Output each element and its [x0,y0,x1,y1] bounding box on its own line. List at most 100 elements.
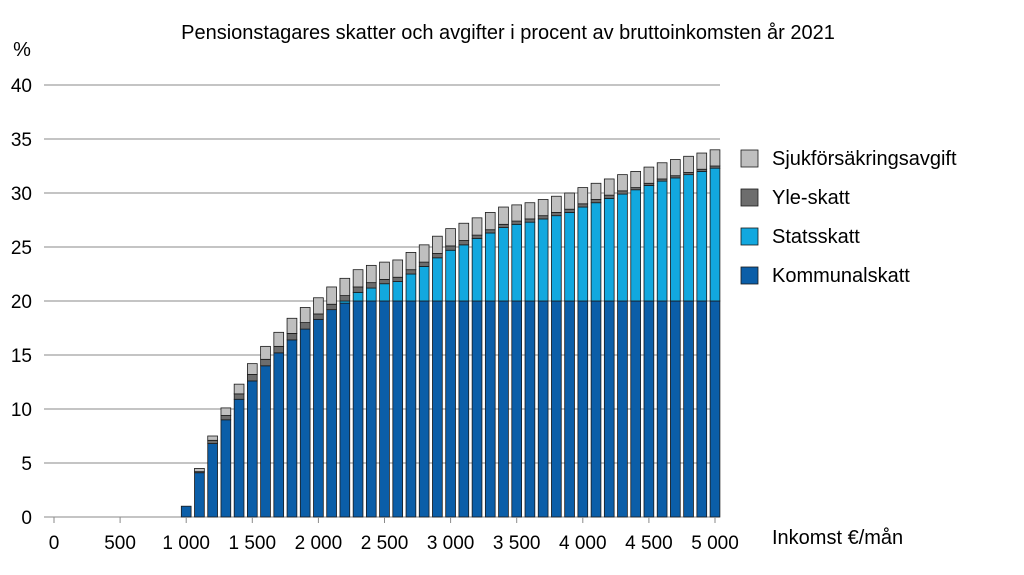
bar-segment-yle-skatt [405,269,417,275]
bar-segment-sjukförsäkringsavgift [537,199,549,217]
bar-segment-kommunalskatt [498,300,509,518]
bar-segment-statsskatt [577,206,589,302]
bar-segment-statsskatt [432,257,443,302]
bar-segment-statsskatt [590,202,602,302]
bar-segment-yle-skatt [339,295,351,302]
bar-segment-sjukförsäkringsavgift [683,155,694,173]
x-tick-label: 3 500 [493,533,541,554]
bar-segment-sjukförsäkringsavgift [207,435,218,441]
x-tick-label: 1 500 [229,533,277,554]
bar-segment-statsskatt [418,266,430,302]
bar-segment-kommunalskatt [683,300,694,518]
bar-segment-statsskatt [365,287,377,302]
x-tick-label: 3 000 [427,533,475,554]
bar-segment-kommunalskatt [617,300,628,518]
tick-labels: 0 5 10 15 20 25 30 35 40 0 500 1 000 1 500 2 000 2 500… [11,76,739,554]
bar-segment-sjukförsäkringsavgift [630,170,641,188]
bar-segment-sjukförsäkringsavgift [339,277,351,297]
y-tick-label: 10 [11,400,32,421]
bar-segment-kommunalskatt [313,318,324,518]
bar-segment-kommunalskatt [537,300,549,518]
bar-segment-yle-skatt [590,199,602,204]
bar-segment-kommunalskatt [392,300,404,518]
bar-segment-yle-skatt [379,278,390,285]
bar-segment-yle-skatt [392,276,404,282]
bar-segment-kommunalskatt [365,300,377,518]
bar-segment-kommunalskatt [246,380,258,518]
bar-segment-sjukförsäkringsavgift [603,178,615,196]
bar-segment-yle-skatt [286,332,298,341]
bar-segment-yle-skatt [365,282,377,289]
bar-segment-statsskatt [352,291,364,302]
x-tick-label: 2 500 [361,533,409,554]
bar-segment-sjukförsäkringsavgift [709,149,721,167]
x-axis-label: Inkomst €/mån [772,527,903,549]
legend-swatch [740,227,759,246]
bar-segment-sjukförsäkringsavgift [656,162,668,180]
bar-segment-kommunalskatt [656,300,668,518]
bar-segment-kommunalskatt [458,300,470,518]
bar-segment-sjukförsäkringsavgift [365,264,377,284]
bar-segment-sjukförsäkringsavgift [564,192,575,210]
bar-segment-sjukförsäkringsavgift [286,317,298,334]
bar-segment-kommunalskatt [273,352,285,518]
bar-segment-sjukförsäkringsavgift [524,202,536,220]
bar-segment-sjukförsäkringsavgift [326,286,337,305]
bar-segment-yle-skatt [352,286,364,293]
bar-segment-statsskatt [392,281,404,302]
bar-segment-kommunalskatt [603,300,615,518]
bar-segment-kommunalskatt [194,472,205,518]
bar-segment-statsskatt [709,167,721,302]
bar-segment-yle-skatt [603,194,615,199]
x-tick-label: 2 000 [295,533,343,554]
chart-title: Pensionstagares skatter och avgifter i p… [181,22,835,44]
bar-segment-yle-skatt [551,212,562,217]
bar-segment-kommunalskatt [524,300,536,518]
bar-segment-statsskatt [643,185,655,302]
legend-swatch [740,266,759,285]
bar-segment-sjukförsäkringsavgift [392,259,404,278]
x-tick-label: 4 000 [559,533,607,554]
bar-segment-statsskatt [630,189,641,302]
bar-segment-sjukförsäkringsavgift [313,297,324,315]
bar-segment-yle-skatt [207,439,218,444]
y-tick-label: 25 [11,238,32,259]
bar-segment-sjukförsäkringsavgift [551,195,562,213]
bar-segment-yle-skatt [537,215,549,220]
bar-segment-kommunalskatt [696,300,708,518]
legend-label: Sjukförsäkringsavgift [772,148,957,170]
bar-segment-statsskatt [564,212,575,302]
bar-segment-statsskatt [445,249,456,302]
bar-segment-kommunalskatt [233,398,245,518]
bar-segment-statsskatt [537,218,549,302]
y-tick-label: 35 [11,130,32,151]
bar-segment-statsskatt [484,232,496,302]
bar-segment-sjukförsäkringsavgift [194,467,205,473]
bar-segment-statsskatt [498,227,509,302]
bar-segment-sjukförsäkringsavgift [260,345,271,360]
bar-segment-kommunalskatt [299,328,311,518]
bar-segment-yle-skatt [313,313,324,320]
bar-segment-sjukförsäkringsavgift [273,331,285,347]
bar-segment-kommunalskatt [352,300,364,518]
bar-segment-kommunalskatt [220,419,232,518]
y-tick-label: 0 [21,508,32,529]
bar-segment-kommunalskatt [405,300,417,518]
bar-segment-yle-skatt [577,203,589,208]
bar-segment-yle-skatt [484,229,496,234]
bar-segment-sjukförsäkringsavgift [643,166,655,184]
bar-segment-kommunalskatt [432,300,443,518]
legend: Sjukförsäkringsavgift Yle-skatt Statsskatt… [740,148,957,287]
y-tick-label: 15 [11,346,32,367]
legend-label: Kommunalskatt [772,265,910,287]
bar-segment-kommunalskatt [326,309,337,518]
y-tick-label: 20 [11,292,32,313]
bar-segment-kommunalskatt [643,300,655,518]
bar-segment-sjukförsäkringsavgift [405,251,417,271]
bar-segment-yle-skatt [432,253,443,259]
bars [180,149,721,518]
bar-segment-yle-skatt [524,218,536,223]
bar-segment-statsskatt [670,177,681,302]
bar-segment-kommunalskatt [260,365,271,518]
